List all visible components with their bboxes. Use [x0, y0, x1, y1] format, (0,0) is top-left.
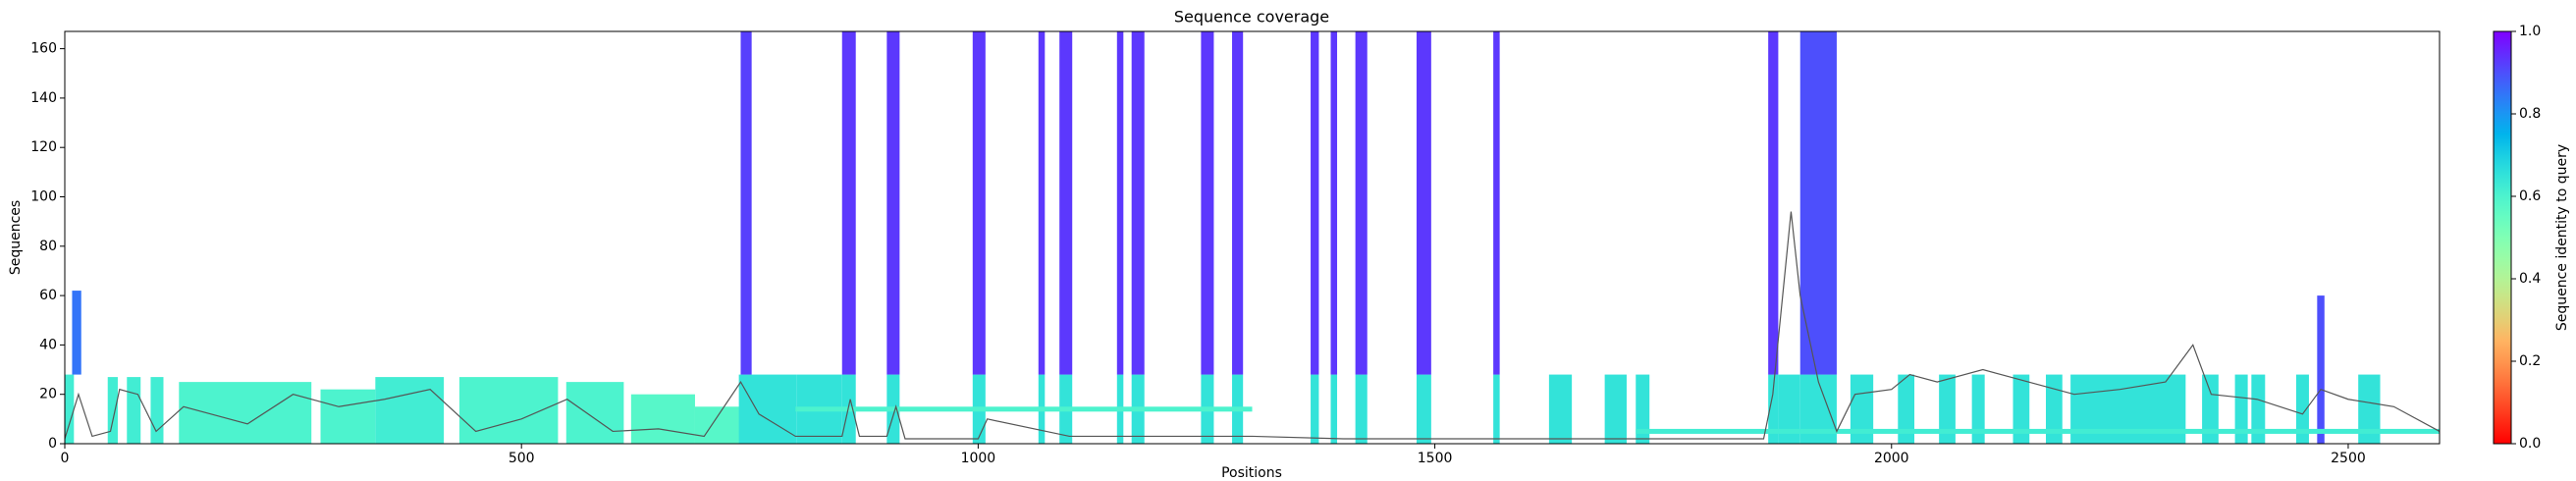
colorbar-tick-label: 0.6: [2519, 188, 2541, 204]
coverage-block: [72, 291, 81, 375]
coverage-block: [2202, 374, 2219, 444]
coverage-block: [1493, 374, 1500, 444]
coverage-block: [1416, 31, 1431, 375]
coverage-block: [738, 374, 797, 444]
coverage-block: [886, 31, 900, 375]
coverage-block: [2251, 374, 2266, 444]
y-tick-label: 40: [39, 337, 57, 352]
colorbar-tick-label: 1.0: [2519, 24, 2541, 39]
colorbar-tick-label: 0.2: [2519, 353, 2541, 369]
coverage-block: [1311, 31, 1319, 375]
coverage-block: [1636, 428, 2440, 434]
coverage-block: [2234, 374, 2248, 444]
coverage-block: [1768, 374, 1779, 444]
coverage-block: [2012, 374, 2030, 444]
coverage-block: [1311, 374, 1319, 444]
coverage-block: [2295, 374, 2309, 444]
coverage-block: [841, 31, 856, 375]
coverage-block: [972, 31, 986, 375]
coverage-block: [1416, 374, 1431, 444]
x-axis-label: Positions: [1221, 465, 1282, 481]
x-tick-label: 500: [509, 451, 535, 466]
coverage-block: [1768, 31, 1779, 375]
colorbar-tick-label: 0.8: [2519, 106, 2541, 122]
coverage-block: [320, 389, 376, 444]
coverage-block: [375, 377, 445, 444]
coverage-block: [2046, 374, 2063, 444]
coverage-block: [1232, 31, 1244, 375]
y-tick-label: 100: [30, 189, 57, 205]
coverage-block: [1059, 31, 1073, 375]
x-tick-label: 2500: [2331, 451, 2366, 466]
coverage-block: [1939, 374, 1956, 444]
y-tick-label: 0: [48, 436, 57, 452]
coverage-block: [1330, 31, 1338, 375]
coverage-block: [1898, 374, 1915, 444]
coverage-block: [1778, 374, 1800, 444]
coverage-block: [1636, 374, 1650, 444]
coverage-line: [64, 211, 2441, 440]
coverage-block: [1131, 31, 1145, 375]
x-tick-label: 2000: [1874, 451, 1909, 466]
coverage-block: [1038, 31, 1046, 375]
coverage-block: [1548, 374, 1573, 444]
coverage-block: [1971, 374, 1985, 444]
y-tick-label: 20: [39, 387, 57, 402]
y-tick-label: 120: [30, 139, 57, 155]
coverage-block: [1355, 31, 1368, 375]
coverage-block: [458, 377, 559, 444]
coverage-block: [2358, 374, 2381, 444]
y-tick-label: 160: [30, 41, 57, 57]
x-tick-label: 1500: [1418, 451, 1453, 466]
coverage-block: [179, 382, 312, 444]
coverage-block: [150, 377, 164, 444]
coverage-block: [2317, 295, 2325, 444]
y-tick-label: 60: [39, 288, 57, 303]
coverage-block: [694, 406, 741, 444]
coverage-block: [795, 406, 1253, 412]
colorbar-tick-label: 0.0: [2519, 436, 2541, 452]
coverage-block: [1799, 31, 1837, 375]
coverage-block: [127, 377, 141, 444]
y-axis-label: Sequences: [8, 200, 24, 275]
coverage-block: [565, 382, 624, 444]
coverage-block: [1330, 374, 1338, 444]
coverage-block: [1604, 374, 1627, 444]
coverage-block: [1850, 374, 1874, 444]
coverage-block: [107, 377, 118, 444]
y-tick-label: 80: [39, 239, 57, 254]
coverage-block: [1493, 31, 1500, 375]
x-tick-label: 0: [61, 451, 70, 466]
colorbar-label: Sequence identity to query: [2554, 144, 2570, 331]
coverage-block: [630, 394, 695, 444]
coverage-block: [1355, 374, 1368, 444]
coverage-block: [65, 374, 75, 444]
coverage-block: [740, 31, 752, 375]
colorbar: [2493, 30, 2512, 445]
plot-frame: [64, 30, 2441, 445]
colorbar-tick-label: 0.4: [2519, 271, 2541, 287]
x-tick-label: 1000: [961, 451, 996, 466]
y-tick-label: 140: [30, 90, 57, 106]
coverage-block: [1116, 31, 1124, 375]
chart-title: Sequence coverage: [1174, 8, 1329, 27]
coverage-block: [1201, 31, 1214, 375]
